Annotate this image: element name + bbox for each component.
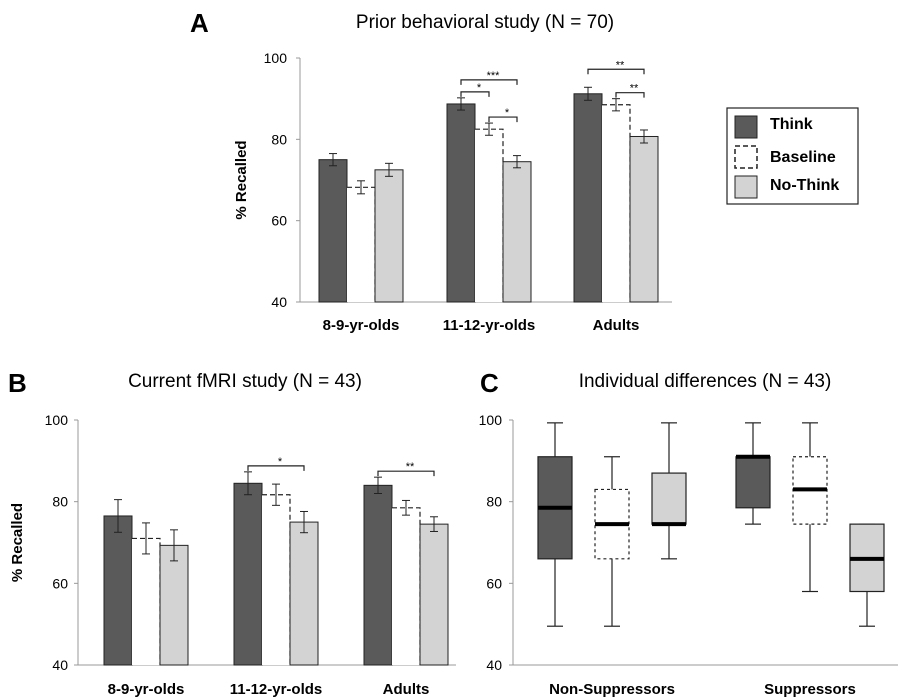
bar-think [318, 159, 348, 303]
significance-bracket-b [247, 465, 305, 471]
significance-bracket-a [587, 68, 645, 75]
chart-c: 40 60 80 100 Non-Suppressors Suppressors [479, 412, 898, 698]
panel-c-title: Individual differences (N = 43) [579, 371, 832, 392]
bar-think [573, 93, 603, 303]
significance-bracket-a [460, 91, 490, 97]
y-tick-label-b: 60 [52, 575, 68, 591]
significance-label-a: * [505, 107, 510, 119]
legend-swatch-think [734, 115, 758, 139]
category-label-a: Adults [593, 317, 640, 334]
bar-nothink [419, 523, 449, 666]
significance-label-a: *** [487, 70, 501, 82]
bar-outline-baseline [262, 494, 291, 665]
category-label-c: Non-Suppressors [549, 681, 675, 698]
bar-nothink [289, 521, 319, 666]
box-think [735, 456, 771, 509]
bar-nothink [629, 135, 659, 303]
y-axis-label-a: % Recalled [233, 140, 250, 219]
significance-label-b: * [278, 456, 283, 468]
bar-think [446, 103, 476, 303]
bar-baseline [347, 187, 375, 302]
category-label-b: 11-12-yr-olds [230, 681, 323, 698]
panel-a-title: Prior behavioral study (N = 70) [356, 12, 614, 33]
legend-swatch-nothink [734, 175, 758, 199]
bar-think [363, 484, 393, 666]
bar-think [103, 515, 133, 666]
y-axis-label-b: % Recalled [9, 503, 26, 582]
category-label-b: Adults [383, 681, 430, 698]
category-label-c: Suppressors [764, 681, 856, 698]
significance-label-a: * [477, 82, 482, 94]
y-tick-label-a: 60 [271, 213, 287, 229]
y-tick-label-c: 40 [486, 657, 502, 673]
significance-bracket-b [377, 470, 435, 477]
bar-outline-baseline [602, 104, 631, 302]
y-tick-label-a: 40 [271, 294, 287, 310]
y-tick-label-b: 100 [45, 412, 69, 428]
y-tick-label-c: 60 [486, 575, 502, 591]
legend-label-nothink: No-Think [770, 177, 839, 194]
legend: Think Baseline No-Think [726, 107, 859, 205]
chart-b: 40 60 80 100 % Recalled 8-9-yr-olds 11-12-yr-o… [9, 412, 456, 698]
y-tick-label-b: 80 [52, 494, 68, 510]
significance-bracket-a [488, 116, 518, 123]
bar-baseline [475, 129, 503, 302]
bar-baseline [132, 538, 160, 665]
significance-bracket-a [460, 79, 518, 85]
legend-swatch-baseline [734, 145, 758, 169]
significance-bracket-a [615, 92, 645, 98]
box-nothink [651, 472, 687, 525]
panel-b-title: Current fMRI study (N = 43) [128, 371, 362, 392]
y-tick-label-c: 80 [486, 494, 502, 510]
y-tick-label-c: 100 [479, 412, 503, 428]
significance-label-a: ** [630, 83, 639, 95]
y-tick-label-a: 100 [264, 50, 288, 66]
category-label-b: 8-9-yr-olds [108, 681, 185, 698]
significance-label-b: ** [406, 461, 415, 473]
category-label-a: 11-12-yr-olds [443, 317, 536, 334]
bar-baseline [262, 494, 290, 665]
significance-label-a: ** [616, 59, 625, 71]
bar-baseline [392, 507, 420, 665]
bar-nothink [502, 161, 532, 303]
panel-c-letter: C [480, 368, 499, 398]
panel-a-letter: A [190, 8, 209, 38]
bar-baseline [602, 104, 630, 303]
chart-a: 40 60 80 100 % Recalled 8-9-yr-olds 11-12-yr-o… [233, 50, 672, 334]
legend-label-think: Think [770, 116, 813, 133]
bar-nothink [159, 544, 189, 666]
bar-think [233, 482, 263, 666]
panel-b-letter: B [8, 368, 27, 398]
y-tick-label-a: 80 [271, 131, 287, 147]
bar-outline-baseline [475, 128, 504, 302]
y-tick-label-b: 40 [52, 657, 68, 673]
category-label-a: 8-9-yr-olds [323, 317, 400, 334]
legend-label-baseline: Baseline [770, 149, 836, 166]
bar-nothink [374, 169, 404, 303]
